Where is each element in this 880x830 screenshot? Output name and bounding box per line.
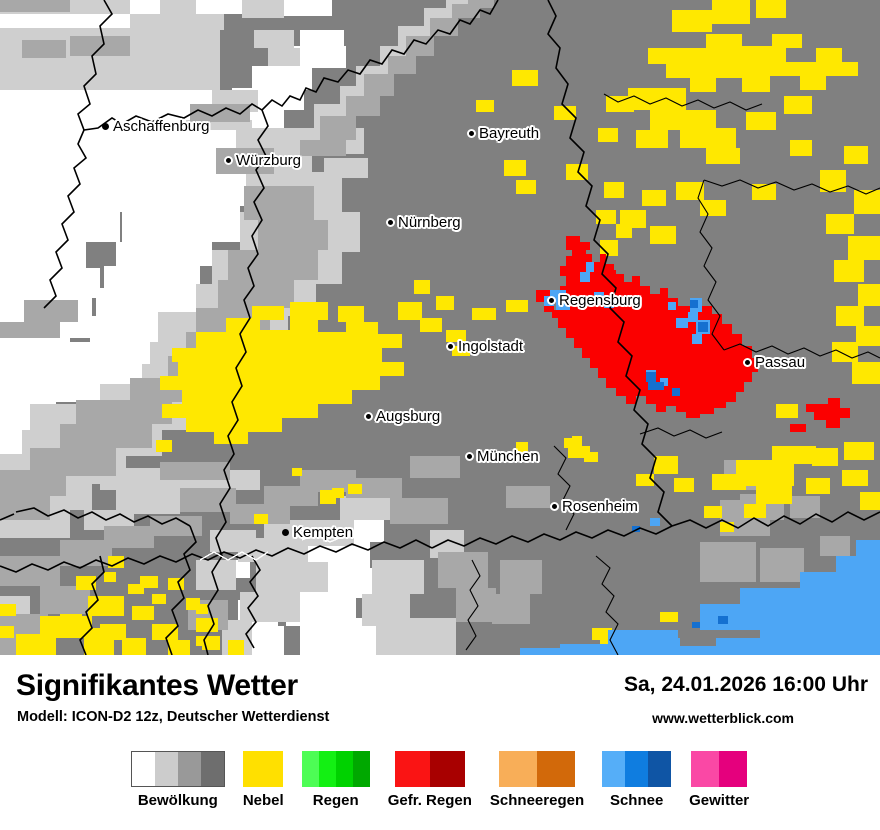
legend-item-nebel[interactable]: Nebel (234, 751, 293, 809)
cloud-layer-none (0, 0, 386, 655)
legend-swatch-nebel (243, 751, 284, 787)
fog-layer (0, 0, 880, 655)
legend: Bewölkung Nebel Regen (0, 751, 880, 809)
legend-item-gefr-regen[interactable]: Gefr. Regen (379, 751, 481, 809)
legend-label-gewitter: Gewitter (689, 792, 750, 809)
legend-item-schnee[interactable]: Schnee (593, 751, 680, 809)
legend-label-schnee: Schnee (609, 792, 664, 809)
legend-item-regen[interactable]: Regen (293, 751, 379, 809)
legend-label-regen: Regen (312, 792, 359, 809)
forecast-datetime: Sa, 24.01.2026 16:00 Uhr (623, 673, 868, 696)
legend-swatch-bewoelkung (130, 751, 225, 787)
legend-item-bewoelkung[interactable]: Bewölkung (122, 751, 234, 809)
map-canvas (0, 0, 880, 655)
model-subtitle: Modell: ICON-D2 12z, Deutscher Wetterdie… (17, 709, 330, 725)
legend-item-schneeregen[interactable]: Schneeregen (481, 751, 593, 809)
weather-map[interactable]: Aschaffenburg Würzburg Bayreuth Nürnberg… (0, 0, 880, 655)
legend-swatch-regen (301, 751, 370, 787)
legend-swatch-schnee (602, 751, 672, 787)
legend-label-bewoelkung: Bewölkung (137, 792, 218, 809)
legend-label-gefr-regen: Gefr. Regen (387, 792, 472, 809)
legend-swatch-gefr-regen (394, 751, 465, 787)
map-borders (0, 0, 880, 655)
legend-label-schneeregen: Schneeregen (489, 792, 585, 809)
legend-label-nebel: Nebel (242, 792, 284, 809)
legend-item-gewitter[interactable]: Gewitter (680, 751, 758, 809)
legend-swatch-gewitter (691, 751, 748, 787)
map-white-lines (199, 533, 345, 561)
page-title: Signifikantes Wetter (16, 669, 298, 702)
footer: Signifikantes Wetter Modell: ICON-D2 12z… (0, 655, 880, 830)
snow-layer (520, 262, 880, 655)
legend-swatch-schneeregen (499, 751, 576, 787)
website-label: www.wetterblick.com (652, 710, 794, 726)
